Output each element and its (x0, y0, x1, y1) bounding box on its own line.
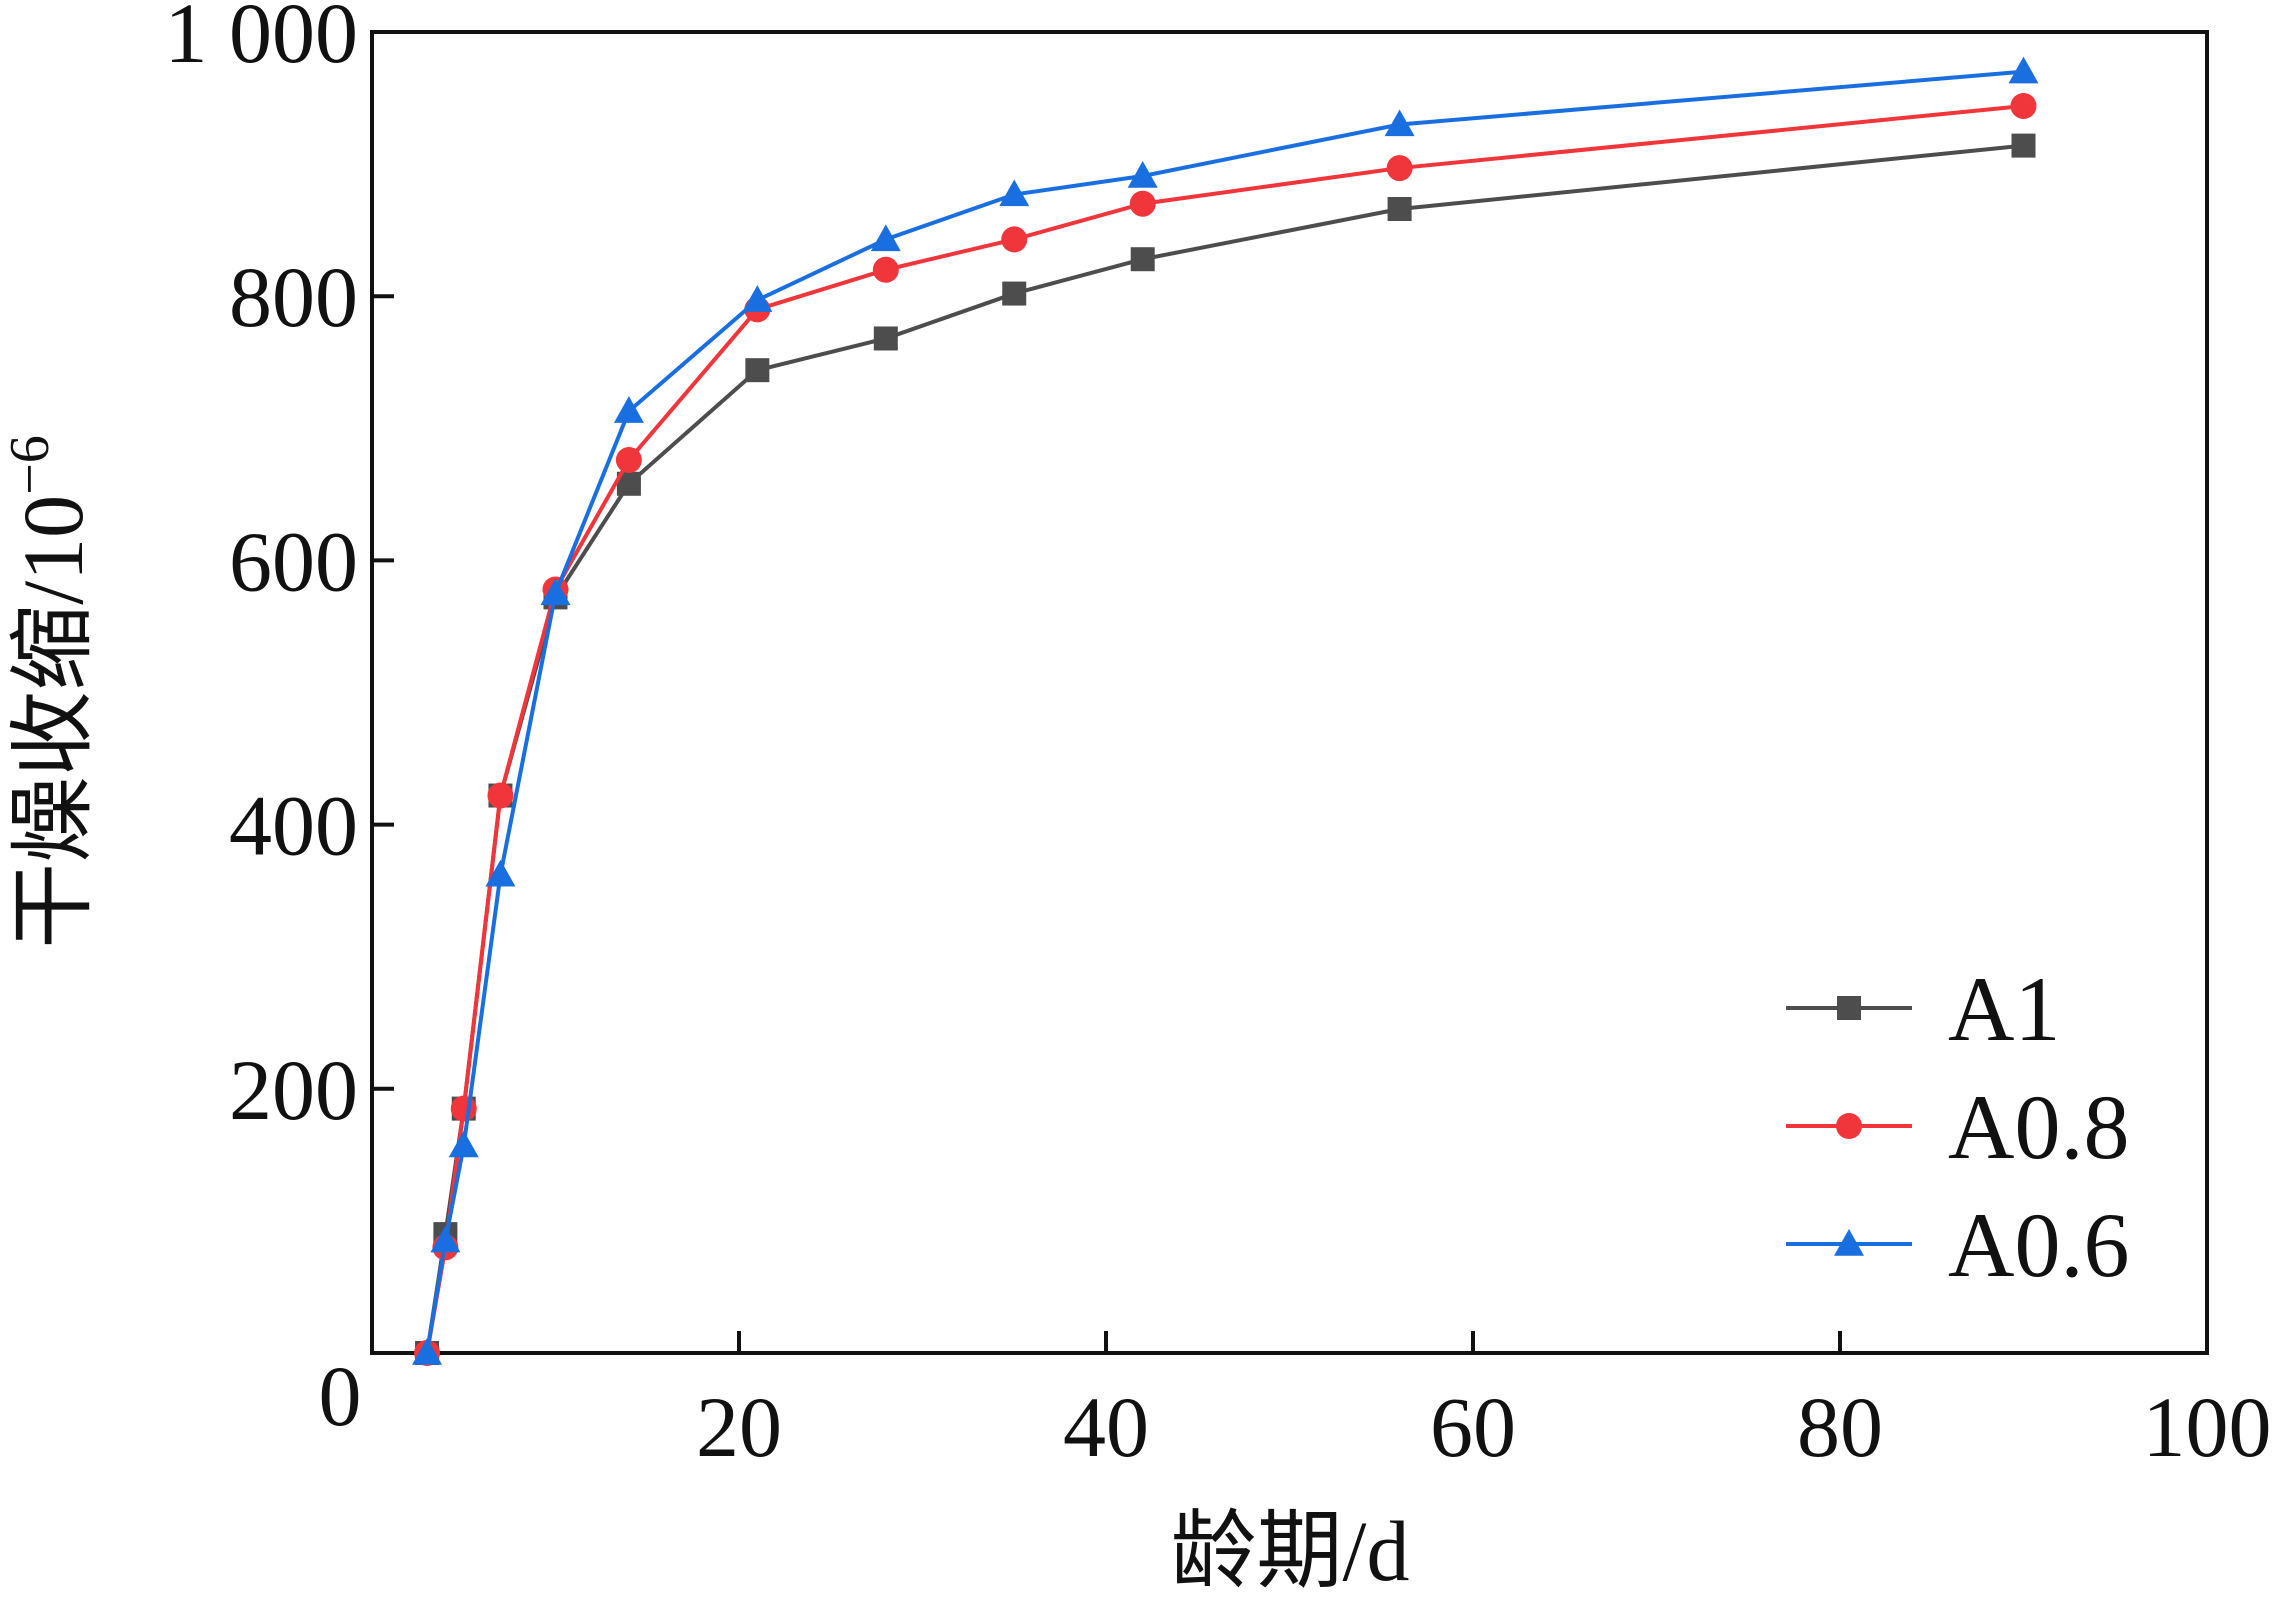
origin-tick-label: 0 (319, 1348, 362, 1444)
data-point (540, 578, 571, 606)
data-point (1387, 197, 1412, 222)
data-point (430, 1225, 461, 1253)
x-axis-ticks: 20 40 60 80 100 (696, 1331, 2272, 1475)
data-point (1384, 109, 1415, 137)
data-point (487, 782, 514, 809)
data-point (1129, 190, 1156, 217)
series-line (425, 143, 2024, 1354)
data-point (1002, 281, 1027, 306)
svg-text:干燥收缩/10−6: 干燥收缩/10−6 (0, 435, 101, 949)
x-axis-title: 龄期/d (1171, 1503, 1410, 1599)
y-axis-title: 干燥收缩/10−6 (0, 435, 101, 949)
y-axis-title-main: 干燥收缩/10 (5, 495, 101, 949)
x-tick-label: 40 (1063, 1379, 1149, 1475)
data-point (485, 859, 516, 887)
data-point (742, 285, 773, 312)
y-tick-label: 800 (229, 249, 358, 345)
y-axis-ticks: 200 400 600 800 1 000 (165, 0, 394, 1138)
series-A0.6 (412, 56, 2039, 1365)
y-tick-label: 1 000 (165, 0, 359, 81)
legend-marker (1837, 996, 1861, 1020)
data-point (872, 256, 899, 283)
series-A1 (415, 133, 2036, 1365)
data-point (999, 179, 1030, 207)
data-point (2010, 92, 2037, 119)
data-point (1001, 226, 1028, 253)
data-point (2011, 133, 2036, 158)
data-point (615, 447, 642, 474)
legend: A1 A0.8 A0.6 (1786, 958, 2129, 1296)
y-tick-label: 400 (229, 778, 358, 874)
data-point (412, 1338, 443, 1365)
data-point (448, 1130, 479, 1158)
series-layer (412, 56, 2039, 1366)
legend-label: A0.8 (1948, 1076, 2129, 1178)
legend-label: A0.6 (1948, 1194, 2129, 1296)
y-axis-title-superscript: −6 (0, 435, 61, 495)
series-line (425, 103, 2024, 1354)
data-point (1130, 247, 1155, 272)
series-A0.8 (414, 92, 2037, 1366)
y-tick-label: 200 (229, 1042, 358, 1138)
x-tick-label: 100 (2143, 1379, 2272, 1475)
legend-marker (1836, 1113, 1862, 1139)
legend-item: A0.6 (1786, 1194, 2129, 1296)
y-tick-label: 600 (229, 513, 358, 609)
data-point (2008, 56, 2039, 84)
data-point (745, 358, 770, 383)
data-point (870, 224, 901, 252)
data-point (613, 396, 644, 423)
legend-item: A1 (1786, 958, 2060, 1060)
x-tick-label: 60 (1430, 1379, 1516, 1475)
legend-item: A0.8 (1786, 1076, 2129, 1178)
legend-marker (1834, 1229, 1864, 1256)
series-line (425, 69, 2024, 1354)
x-tick-label: 80 (1797, 1379, 1883, 1475)
plot-frame (370, 30, 2209, 1355)
data-point (450, 1095, 477, 1122)
legend-label: A1 (1948, 958, 2060, 1060)
data-point (1386, 155, 1413, 182)
data-point (1127, 160, 1158, 188)
data-point (873, 326, 898, 351)
x-tick-label: 20 (696, 1379, 782, 1475)
